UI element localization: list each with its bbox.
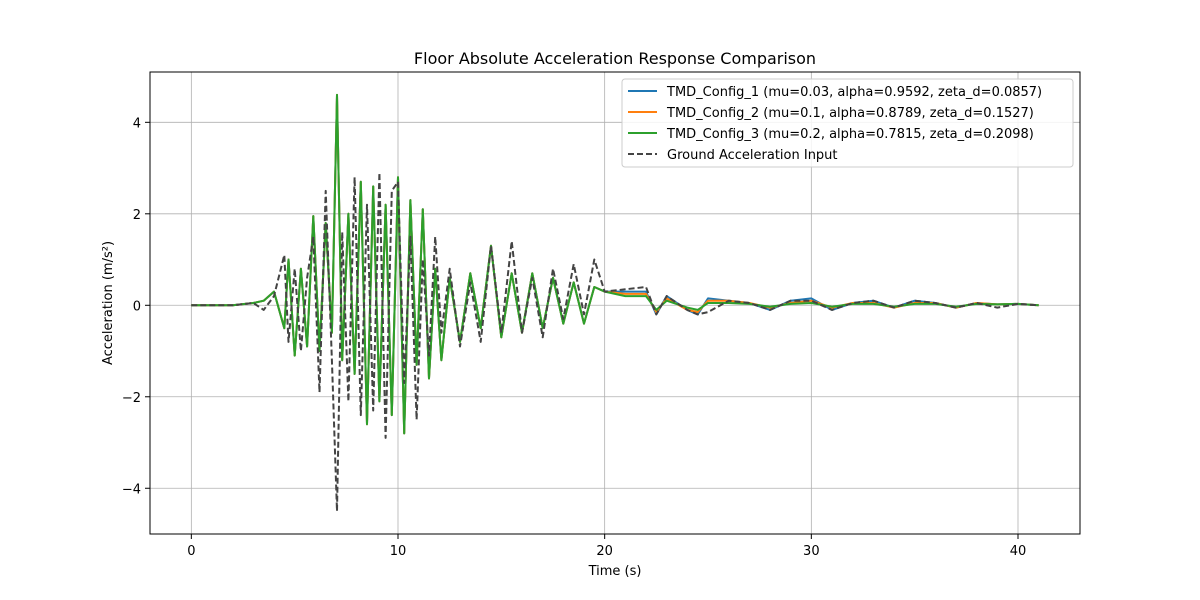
legend-box (621, 78, 1074, 168)
x-tick-label: 20 (596, 544, 613, 559)
x-tick-label: 10 (390, 544, 407, 559)
y-axis-label: Acceleration (m/s²) (101, 241, 116, 365)
y-tick-label: 4 (133, 116, 141, 131)
y-tick-label: 2 (133, 208, 141, 223)
legend: TMD_Config_1 (mu=0.03, alpha=0.9592, zet… (621, 78, 1074, 168)
y-tick-label: 0 (133, 299, 141, 314)
series-line-4 (191, 171, 1039, 513)
legend-label-2: TMD_Config_2 (mu=0.1, alpha=0.8789, zeta… (666, 106, 1034, 121)
chart-title: Floor Absolute Acceleration Response Com… (414, 49, 816, 68)
legend-label-3: TMD_Config_3 (mu=0.2, alpha=0.7815, zeta… (666, 127, 1034, 142)
x-tick-label: 0 (187, 544, 195, 559)
x-tick-label: 40 (1010, 544, 1027, 559)
y-tick-label: −2 (122, 391, 141, 406)
x-tick-label: 30 (803, 544, 820, 559)
x-axis-label: Time (s) (588, 564, 642, 579)
plot-frame (149, 71, 1081, 535)
y-tick-label: −4 (122, 482, 141, 497)
legend-label-1: TMD_Config_1 (mu=0.03, alpha=0.9592, zet… (666, 85, 1042, 100)
series-layer (191, 93, 1039, 513)
ticks: 0 10 20 30 40 −4 −2 0 2 4 (122, 116, 1026, 559)
legend-label-4: Ground Acceleration Input (667, 148, 838, 163)
